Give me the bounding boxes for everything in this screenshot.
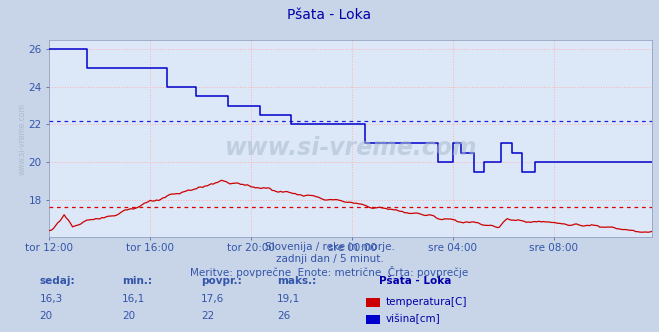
Text: zadnji dan / 5 minut.: zadnji dan / 5 minut.: [275, 254, 384, 264]
Y-axis label: www.si-vreme.com: www.si-vreme.com: [18, 103, 27, 175]
Text: 19,1: 19,1: [277, 294, 300, 304]
Text: povpr.:: povpr.:: [201, 276, 242, 286]
Text: 26: 26: [277, 311, 290, 321]
Text: Meritve: povprečne  Enote: metrične  Črta: povprečje: Meritve: povprečne Enote: metrične Črta:…: [190, 266, 469, 278]
Text: Pšata - Loka: Pšata - Loka: [287, 8, 372, 22]
Text: 22: 22: [201, 311, 214, 321]
Text: Slovenija / reke in morje.: Slovenija / reke in morje.: [264, 242, 395, 252]
Text: maks.:: maks.:: [277, 276, 316, 286]
Text: temperatura[C]: temperatura[C]: [386, 297, 467, 307]
Text: 17,6: 17,6: [201, 294, 224, 304]
Text: 20: 20: [122, 311, 135, 321]
Text: sedaj:: sedaj:: [40, 276, 75, 286]
Text: 16,1: 16,1: [122, 294, 145, 304]
Text: www.si-vreme.com: www.si-vreme.com: [225, 136, 477, 160]
Text: min.:: min.:: [122, 276, 152, 286]
Text: 16,3: 16,3: [40, 294, 63, 304]
Text: 20: 20: [40, 311, 53, 321]
Text: višina[cm]: višina[cm]: [386, 314, 440, 325]
Text: Pšata - Loka: Pšata - Loka: [379, 276, 451, 286]
